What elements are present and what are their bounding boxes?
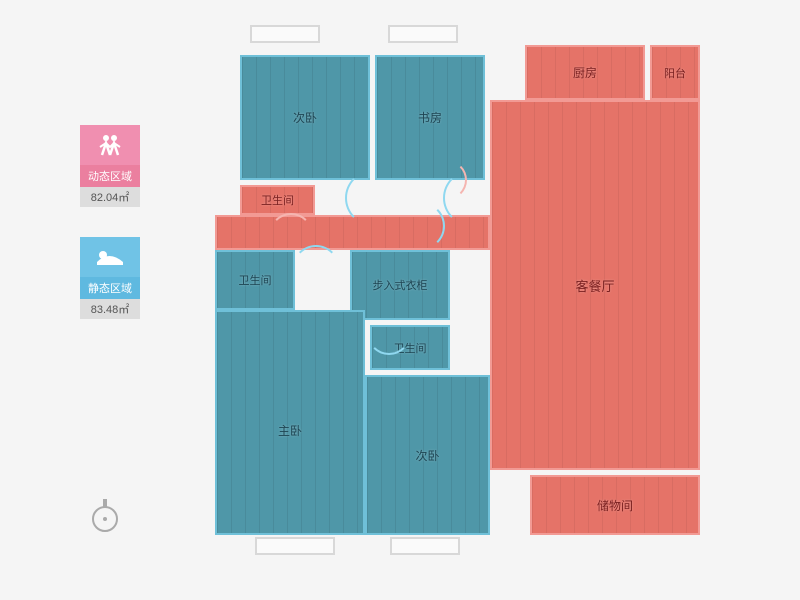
balcony-marker xyxy=(255,537,335,555)
room-bedroom2a: 次卧 xyxy=(240,55,370,180)
legend-static-value: 83.48㎡ xyxy=(80,299,140,319)
room-walkin: 步入式衣柜 xyxy=(350,250,450,320)
door-arc xyxy=(367,311,411,355)
door-arc xyxy=(269,213,313,257)
room-corridor xyxy=(215,215,490,250)
door-arc xyxy=(427,160,467,200)
room-label: 步入式衣柜 xyxy=(373,277,428,293)
floor-plan: 厨房阳台次卧书房卫生间客餐厅卫生间步入式衣柜卫生间主卧次卧储物间 xyxy=(215,45,725,560)
legend: 动态区域 82.04㎡ 静态区域 83.48㎡ xyxy=(80,125,140,349)
room-living: 客餐厅 xyxy=(490,100,700,470)
compass-icon xyxy=(85,495,125,535)
people-icon xyxy=(80,125,140,165)
room-label: 卫生间 xyxy=(239,272,272,288)
room-label: 书房 xyxy=(418,109,442,126)
room-label: 主卧 xyxy=(278,422,302,439)
room-kitchen: 厨房 xyxy=(525,45,645,100)
balcony-marker xyxy=(250,25,320,43)
room-master: 主卧 xyxy=(215,310,365,535)
legend-dynamic-value: 82.04㎡ xyxy=(80,187,140,207)
room-bedroom2b: 次卧 xyxy=(365,375,490,535)
door-arc xyxy=(345,170,401,226)
door-arc xyxy=(397,202,445,250)
legend-dynamic-label: 动态区域 xyxy=(80,165,140,187)
legend-dynamic: 动态区域 82.04㎡ xyxy=(80,125,140,207)
room-label: 卫生间 xyxy=(261,192,294,208)
room-label: 客餐厅 xyxy=(575,276,614,295)
balcony-marker xyxy=(390,537,460,555)
sleep-icon xyxy=(80,237,140,277)
legend-static: 静态区域 83.48㎡ xyxy=(80,237,140,319)
room-storage: 储物间 xyxy=(530,475,700,535)
room-label: 阳台 xyxy=(664,65,686,81)
room-balcony1: 阳台 xyxy=(650,45,700,100)
room-label: 厨房 xyxy=(573,64,597,81)
legend-static-label: 静态区域 xyxy=(80,277,140,299)
room-bath1: 卫生间 xyxy=(240,185,315,215)
room-study: 书房 xyxy=(375,55,485,180)
room-bath2: 卫生间 xyxy=(215,250,295,310)
room-label: 次卧 xyxy=(415,447,439,464)
balcony-marker xyxy=(388,25,458,43)
room-label: 次卧 xyxy=(293,109,317,126)
room-label: 储物间 xyxy=(597,497,633,514)
